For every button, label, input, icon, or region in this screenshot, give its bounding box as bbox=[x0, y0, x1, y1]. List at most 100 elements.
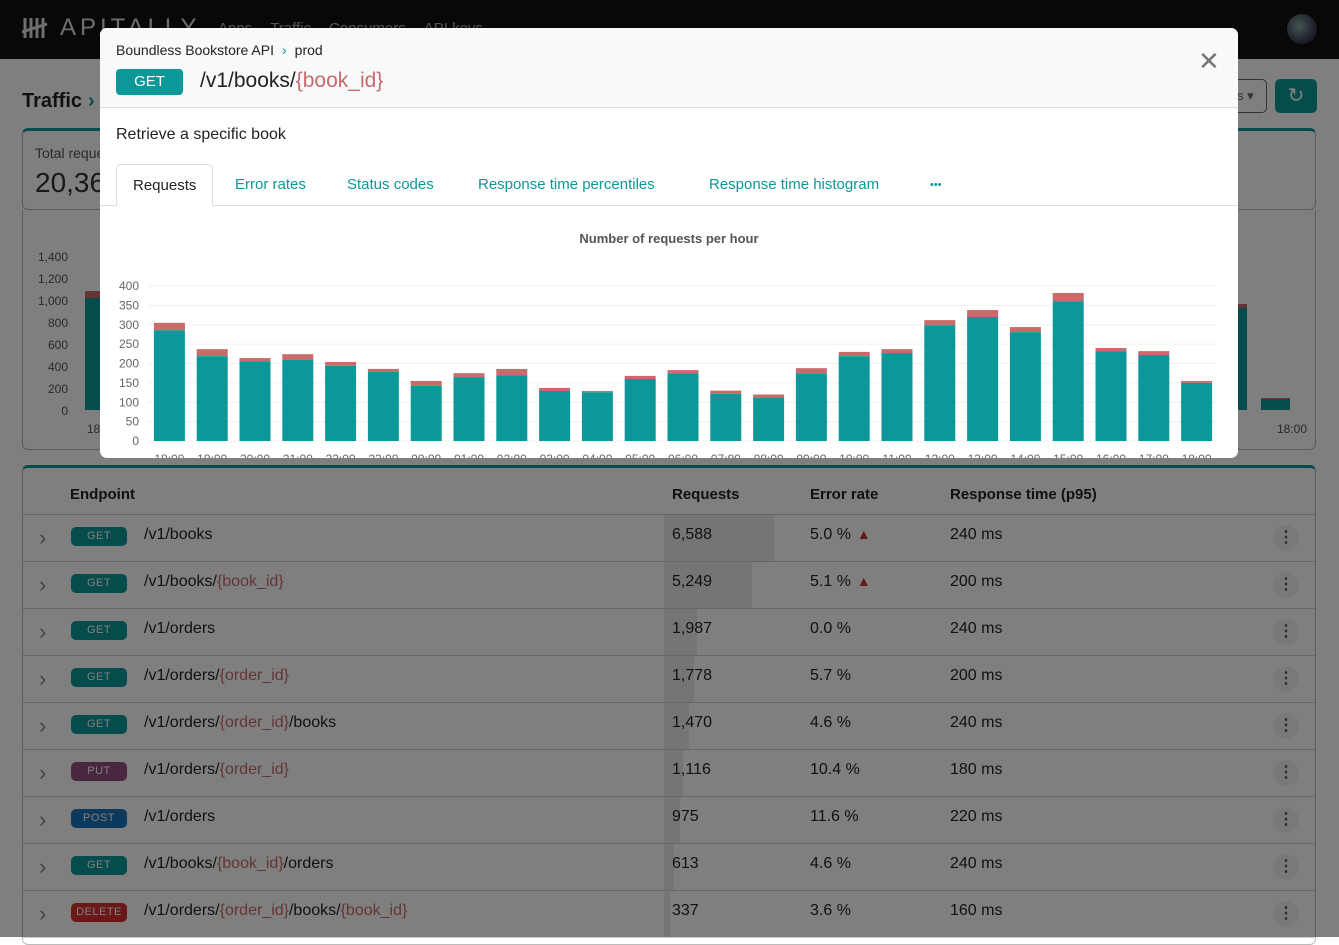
bar-failed bbox=[624, 375, 656, 379]
tab-requests[interactable]: Requests bbox=[116, 164, 214, 206]
x-tick-label: 22:00 bbox=[326, 452, 356, 458]
endpoint-modal: Boundless Bookstore API › prod GET /v1/boo… bbox=[100, 28, 1238, 458]
bar-failed bbox=[1009, 327, 1041, 333]
x-tick-label: 18:00 bbox=[154, 452, 184, 458]
x-tick-label: 07:00 bbox=[711, 452, 741, 458]
tab-error-rates[interactable]: Error rates bbox=[235, 176, 306, 193]
bar-successful bbox=[795, 373, 827, 441]
bar-failed bbox=[924, 320, 956, 326]
bar-successful bbox=[1138, 354, 1170, 441]
path-param: {book_id} bbox=[295, 69, 384, 92]
bar-successful bbox=[1095, 351, 1127, 441]
endpoint-path: /v1/books/{book_id} bbox=[200, 69, 383, 93]
x-tick-label: 08:00 bbox=[754, 452, 784, 458]
bar-successful bbox=[282, 360, 314, 441]
x-tick-label: 01:00 bbox=[454, 452, 484, 458]
bar-successful bbox=[1009, 332, 1041, 441]
bar-failed bbox=[795, 368, 827, 374]
bar-failed bbox=[1095, 348, 1127, 352]
method-badge: GET bbox=[116, 69, 183, 95]
bar-successful bbox=[710, 393, 742, 441]
bar-failed bbox=[367, 368, 399, 373]
bar-successful bbox=[838, 356, 870, 441]
bar-successful bbox=[410, 385, 442, 441]
breadcrumb-app[interactable]: Boundless Bookstore API bbox=[116, 42, 274, 58]
x-tick-label: 03:00 bbox=[540, 452, 570, 458]
tab-response-time-percentiles[interactable]: Response time percentiles bbox=[478, 176, 655, 193]
bar-successful bbox=[325, 365, 357, 441]
x-tick-label: 16:00 bbox=[1096, 452, 1126, 458]
bar-failed bbox=[239, 358, 271, 362]
y-tick-label: 400 bbox=[119, 279, 139, 293]
breadcrumb: Boundless Bookstore API › prod bbox=[116, 42, 323, 58]
tab-response-time-histogram[interactable]: Response time histogram bbox=[709, 176, 880, 193]
x-tick-label: 21:00 bbox=[283, 452, 313, 458]
close-icon[interactable]: ✕ bbox=[1198, 46, 1220, 76]
bar-successful bbox=[496, 375, 528, 441]
x-tick-label: 19:00 bbox=[197, 452, 227, 458]
x-tick-label: 02:00 bbox=[497, 452, 527, 458]
bar-failed bbox=[667, 370, 699, 374]
x-tick-label: 06:00 bbox=[668, 452, 698, 458]
bar-successful bbox=[1052, 301, 1084, 441]
bar-failed bbox=[1138, 351, 1170, 355]
bar-successful bbox=[539, 391, 571, 441]
endpoint-description: Retrieve a specific book bbox=[116, 126, 286, 143]
bar-successful bbox=[1181, 382, 1213, 441]
y-tick-label: 300 bbox=[119, 318, 139, 332]
bar-successful bbox=[624, 379, 656, 441]
bar-successful bbox=[881, 353, 913, 441]
x-tick-label: 13:00 bbox=[968, 452, 998, 458]
bar-successful bbox=[924, 325, 956, 441]
bar-failed bbox=[153, 322, 185, 331]
bar-failed bbox=[710, 390, 742, 394]
chevron-right-icon: › bbox=[282, 42, 287, 58]
bar-successful bbox=[367, 372, 399, 441]
bar-failed bbox=[282, 354, 314, 361]
x-tick-label: 11:00 bbox=[882, 452, 911, 458]
y-tick-label: 50 bbox=[126, 415, 140, 429]
x-tick-label: 10:00 bbox=[839, 452, 869, 458]
more-tabs-icon[interactable]: ••• bbox=[930, 179, 942, 191]
bar-failed bbox=[753, 394, 785, 398]
bar-successful bbox=[667, 373, 699, 441]
y-tick-label: 250 bbox=[119, 337, 139, 351]
x-tick-label: 17:00 bbox=[1139, 452, 1169, 458]
x-tick-label: 05:00 bbox=[625, 452, 655, 458]
requests-chart: 0 50 100 150 200 250 300 350 400 18:00 19:00 20:00 2… bbox=[119, 279, 1218, 458]
y-tick-label: 100 bbox=[119, 395, 139, 409]
bar-failed bbox=[496, 368, 528, 376]
bar-successful bbox=[153, 330, 185, 441]
x-tick-label: 15:00 bbox=[1053, 452, 1083, 458]
bar-failed bbox=[1181, 380, 1213, 383]
bar-successful bbox=[581, 392, 613, 441]
bar-failed bbox=[539, 387, 571, 392]
chart-title: Number of requests per hour bbox=[579, 231, 759, 246]
bar-failed bbox=[325, 361, 357, 366]
tab-status-codes[interactable]: Status codes bbox=[347, 176, 434, 193]
y-tick-label: 150 bbox=[119, 376, 139, 390]
x-tick-label: 04:00 bbox=[582, 452, 612, 458]
bar-successful bbox=[753, 397, 785, 441]
bar-successful bbox=[196, 356, 228, 441]
x-tick-label: 00:00 bbox=[411, 452, 441, 458]
bar-failed bbox=[1052, 292, 1084, 302]
bar-failed bbox=[967, 310, 999, 317]
x-tick-label: 23:00 bbox=[368, 452, 398, 458]
path-prefix: /v1/books/ bbox=[200, 69, 296, 92]
x-tick-label: 09:00 bbox=[796, 452, 826, 458]
x-tick-label: 14:00 bbox=[1010, 452, 1040, 458]
chart-tabs: Requests Error rates Status codes Respon… bbox=[100, 164, 1238, 206]
y-tick-label: 0 bbox=[132, 434, 139, 448]
bar-failed bbox=[410, 380, 442, 386]
bar-successful bbox=[453, 377, 485, 441]
bar-successful bbox=[967, 317, 999, 441]
x-tick-label: 12:00 bbox=[925, 452, 955, 458]
bar-failed bbox=[581, 391, 613, 393]
modal-header: Boundless Bookstore API › prod GET /v1/boo… bbox=[100, 28, 1238, 108]
bar-successful bbox=[239, 361, 271, 441]
y-tick-label: 200 bbox=[119, 357, 139, 371]
bar-failed bbox=[838, 351, 870, 357]
x-tick-label: 20:00 bbox=[240, 452, 270, 458]
breadcrumb-env[interactable]: prod bbox=[294, 42, 323, 58]
